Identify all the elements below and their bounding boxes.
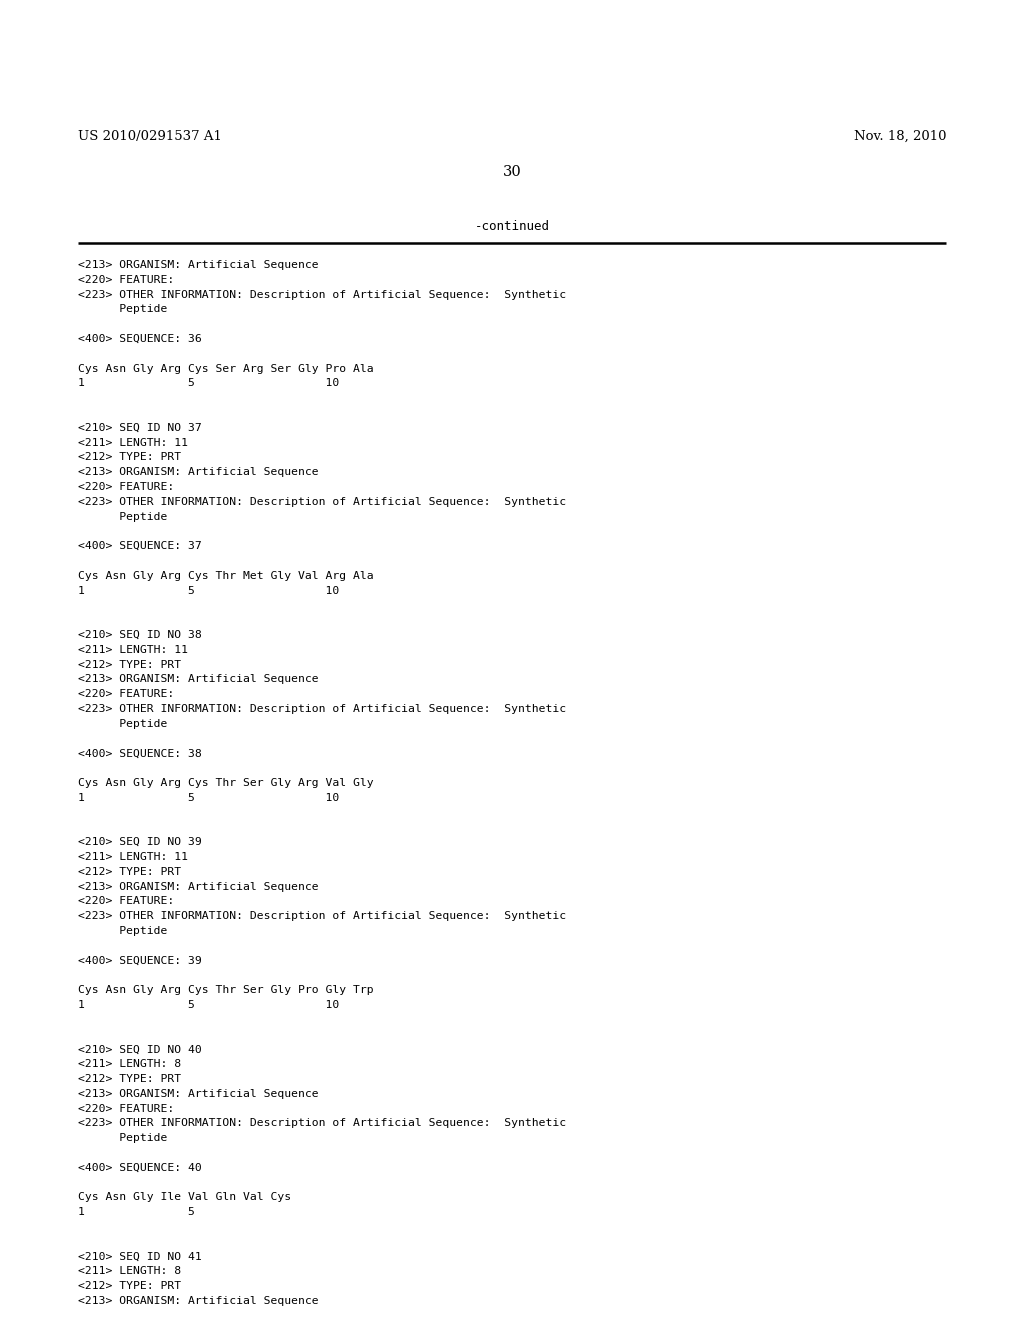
Text: <213> ORGANISM: Artificial Sequence: <213> ORGANISM: Artificial Sequence (78, 675, 318, 684)
Text: <211> LENGTH: 8: <211> LENGTH: 8 (78, 1266, 181, 1276)
Text: Peptide: Peptide (78, 1133, 167, 1143)
Text: Cys Asn Gly Arg Cys Thr Ser Gly Pro Gly Trp: Cys Asn Gly Arg Cys Thr Ser Gly Pro Gly … (78, 985, 374, 995)
Text: <212> TYPE: PRT: <212> TYPE: PRT (78, 453, 181, 462)
Text: <210> SEQ ID NO 41: <210> SEQ ID NO 41 (78, 1251, 202, 1262)
Text: Cys Asn Gly Arg Cys Ser Arg Ser Gly Pro Ala: Cys Asn Gly Arg Cys Ser Arg Ser Gly Pro … (78, 363, 374, 374)
Text: <213> ORGANISM: Artificial Sequence: <213> ORGANISM: Artificial Sequence (78, 467, 318, 478)
Text: Peptide: Peptide (78, 512, 167, 521)
Text: <400> SEQUENCE: 36: <400> SEQUENCE: 36 (78, 334, 202, 345)
Text: <223> OTHER INFORMATION: Description of Artificial Sequence:  Synthetic: <223> OTHER INFORMATION: Description of … (78, 496, 566, 507)
Text: Cys Asn Gly Ile Val Gln Val Cys: Cys Asn Gly Ile Val Gln Val Cys (78, 1192, 291, 1203)
Text: <400> SEQUENCE: 39: <400> SEQUENCE: 39 (78, 956, 202, 966)
Text: <400> SEQUENCE: 38: <400> SEQUENCE: 38 (78, 748, 202, 759)
Text: <223> OTHER INFORMATION: Description of Artificial Sequence:  Synthetic: <223> OTHER INFORMATION: Description of … (78, 289, 566, 300)
Text: <223> OTHER INFORMATION: Description of Artificial Sequence:  Synthetic: <223> OTHER INFORMATION: Description of … (78, 1118, 566, 1129)
Text: Peptide: Peptide (78, 719, 167, 729)
Text: <223> OTHER INFORMATION: Description of Artificial Sequence:  Synthetic: <223> OTHER INFORMATION: Description of … (78, 911, 566, 921)
Text: <213> ORGANISM: Artificial Sequence: <213> ORGANISM: Artificial Sequence (78, 1089, 318, 1098)
Text: <212> TYPE: PRT: <212> TYPE: PRT (78, 660, 181, 669)
Text: <213> ORGANISM: Artificial Sequence: <213> ORGANISM: Artificial Sequence (78, 260, 318, 271)
Text: <223> OTHER INFORMATION: Description of Artificial Sequence:  Synthetic: <223> OTHER INFORMATION: Description of … (78, 704, 566, 714)
Text: <220> FEATURE:: <220> FEATURE: (78, 689, 174, 700)
Text: Peptide: Peptide (78, 305, 167, 314)
Text: <220> FEATURE:: <220> FEATURE: (78, 896, 174, 907)
Text: 1               5                   10: 1 5 10 (78, 379, 339, 388)
Text: <220> FEATURE:: <220> FEATURE: (78, 482, 174, 492)
Text: <220> FEATURE:: <220> FEATURE: (78, 1104, 174, 1114)
Text: <213> ORGANISM: Artificial Sequence: <213> ORGANISM: Artificial Sequence (78, 882, 318, 891)
Text: Cys Asn Gly Arg Cys Thr Met Gly Val Arg Ala: Cys Asn Gly Arg Cys Thr Met Gly Val Arg … (78, 570, 374, 581)
Text: Peptide: Peptide (78, 927, 167, 936)
Text: <400> SEQUENCE: 40: <400> SEQUENCE: 40 (78, 1163, 202, 1172)
Text: <211> LENGTH: 11: <211> LENGTH: 11 (78, 851, 188, 862)
Text: Cys Asn Gly Arg Cys Thr Ser Gly Arg Val Gly: Cys Asn Gly Arg Cys Thr Ser Gly Arg Val … (78, 777, 374, 788)
Text: -continued: -continued (474, 220, 550, 234)
Text: 30: 30 (503, 165, 521, 180)
Text: <213> ORGANISM: Artificial Sequence: <213> ORGANISM: Artificial Sequence (78, 1296, 318, 1305)
Text: <210> SEQ ID NO 39: <210> SEQ ID NO 39 (78, 837, 202, 847)
Text: <210> SEQ ID NO 40: <210> SEQ ID NO 40 (78, 1044, 202, 1055)
Text: <211> LENGTH: 11: <211> LENGTH: 11 (78, 438, 188, 447)
Text: 1               5                   10: 1 5 10 (78, 586, 339, 595)
Text: <210> SEQ ID NO 38: <210> SEQ ID NO 38 (78, 630, 202, 640)
Text: US 2010/0291537 A1: US 2010/0291537 A1 (78, 129, 222, 143)
Text: <400> SEQUENCE: 37: <400> SEQUENCE: 37 (78, 541, 202, 552)
Text: <220> FEATURE:: <220> FEATURE: (78, 275, 174, 285)
Text: <212> TYPE: PRT: <212> TYPE: PRT (78, 867, 181, 876)
Text: 1               5                   10: 1 5 10 (78, 793, 339, 803)
Text: 1               5: 1 5 (78, 1208, 195, 1217)
Text: <212> TYPE: PRT: <212> TYPE: PRT (78, 1074, 181, 1084)
Text: <210> SEQ ID NO 37: <210> SEQ ID NO 37 (78, 422, 202, 433)
Text: <212> TYPE: PRT: <212> TYPE: PRT (78, 1282, 181, 1291)
Text: <211> LENGTH: 8: <211> LENGTH: 8 (78, 1059, 181, 1069)
Text: <211> LENGTH: 11: <211> LENGTH: 11 (78, 644, 188, 655)
Text: Nov. 18, 2010: Nov. 18, 2010 (853, 129, 946, 143)
Text: 1               5                   10: 1 5 10 (78, 1001, 339, 1010)
